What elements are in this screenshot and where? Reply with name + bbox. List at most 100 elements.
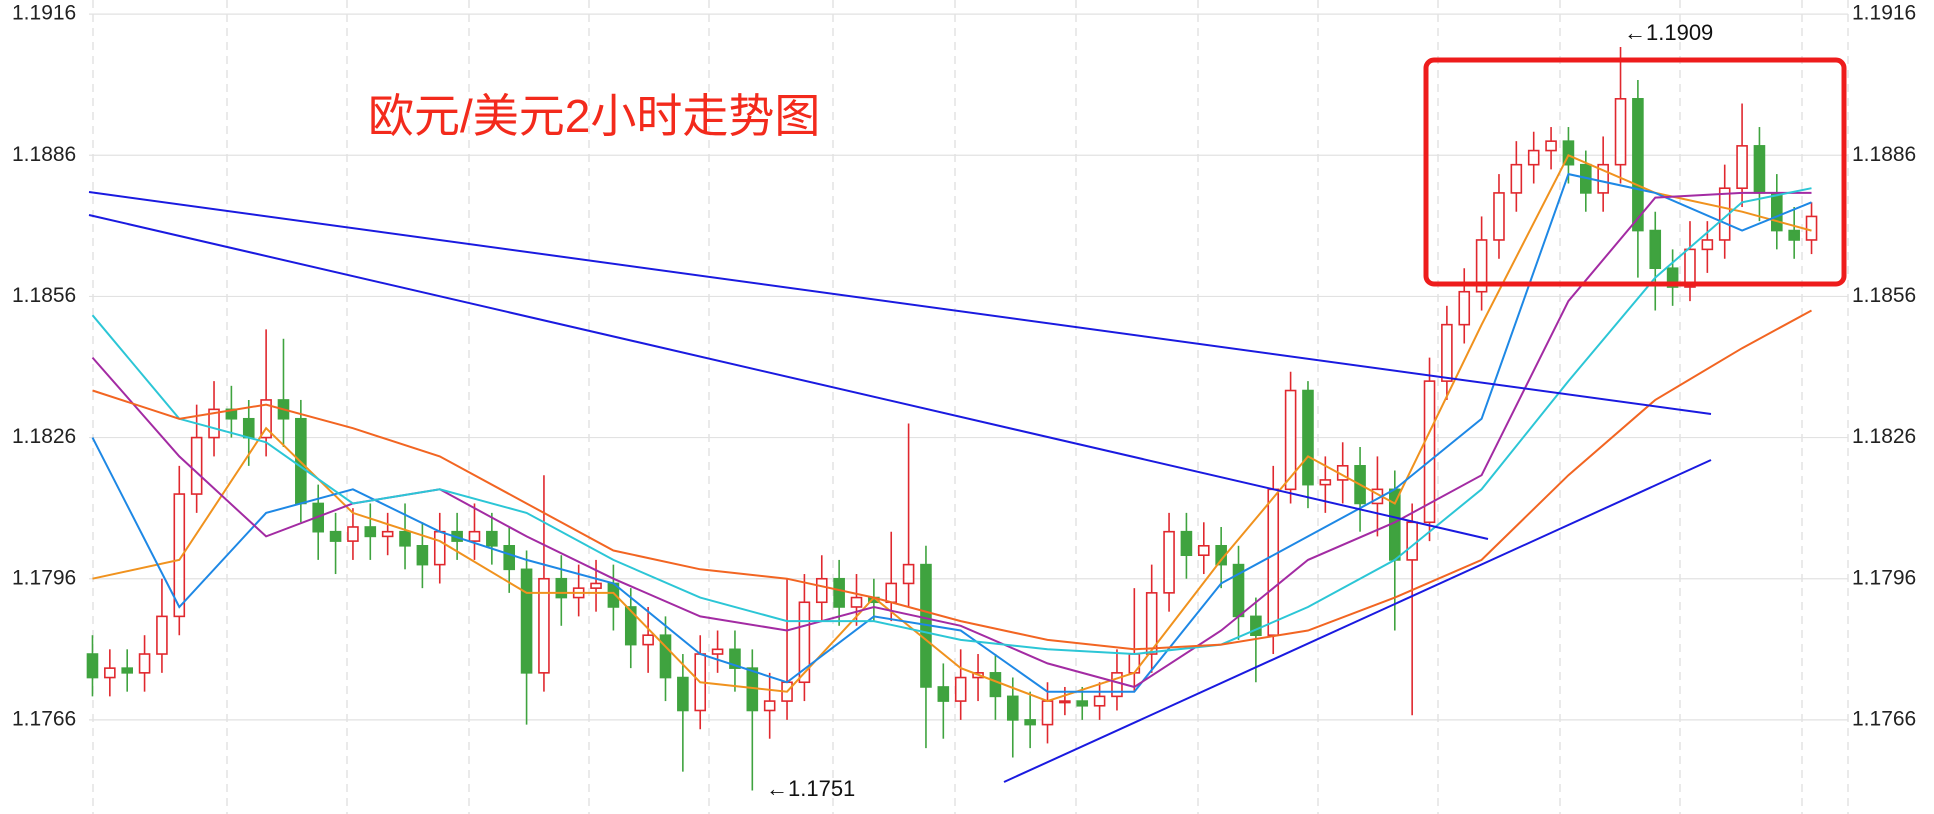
- candle-body: [156, 615, 168, 655]
- candle-body: [520, 568, 533, 674]
- candle-body: [381, 530, 394, 538]
- candle-body: [399, 530, 411, 547]
- ma-line: [92, 309, 1812, 651]
- y-tick-label: 1.1856: [12, 284, 76, 307]
- candle-body: [86, 653, 99, 679]
- highlight-box: [1423, 57, 1847, 287]
- trend-line: [88, 214, 1489, 540]
- candle-body: [729, 648, 741, 669]
- y-tick-label-right: 1.1766: [1852, 707, 1916, 730]
- candle-body: [1562, 140, 1575, 166]
- annotation: ←1.1909: [1624, 20, 1713, 45]
- candle-body: [659, 634, 672, 679]
- trend-line: [88, 191, 1712, 415]
- candle-body: [1423, 380, 1436, 524]
- candle-body: [1076, 700, 1089, 707]
- candle-body: [1493, 192, 1505, 241]
- candle-body: [1771, 192, 1783, 232]
- candle-body: [364, 526, 377, 538]
- candle-body: [1666, 267, 1679, 288]
- candle-body: [190, 436, 203, 495]
- y-tick-label-right: 1.1886: [1852, 143, 1916, 166]
- candle-body: [677, 676, 689, 712]
- candle-body: [1475, 239, 1488, 293]
- candle-body: [1805, 215, 1818, 241]
- ma-line: [92, 154, 1812, 703]
- y-tick-label: 1.1796: [12, 566, 76, 589]
- candles: [86, 47, 1818, 791]
- candle-body: [1284, 389, 1297, 491]
- y-tick-label: 1.1886: [12, 143, 76, 166]
- candle-body: [1701, 239, 1714, 251]
- candle-body: [1180, 530, 1193, 557]
- candle-body: [555, 577, 568, 599]
- y-tick-label: 1.1766: [12, 707, 76, 730]
- candle-body: [1250, 615, 1262, 637]
- candle-body: [885, 582, 898, 604]
- candle-body: [329, 530, 342, 542]
- moving-averages: [91, 154, 1812, 703]
- candle-body: [1527, 149, 1540, 166]
- candle-body: [1753, 145, 1766, 194]
- ma-line: [91, 191, 1812, 689]
- candle-body: [538, 577, 550, 674]
- candle-body: [1684, 248, 1696, 288]
- candle-body: [1302, 389, 1314, 486]
- candle-body: [902, 563, 915, 585]
- y-tick-label: 1.1916: [12, 2, 76, 25]
- candle-body: [104, 667, 116, 679]
- candle-body: [624, 606, 637, 646]
- candle-body: [815, 577, 828, 604]
- y-tick-label-right: 1.1826: [1852, 425, 1916, 448]
- ma-line: [91, 187, 1812, 656]
- candle-body: [1458, 290, 1471, 326]
- candle-body: [833, 577, 845, 608]
- candle-body: [1632, 98, 1644, 232]
- chart-title: 欧元/美元2小时走势图: [368, 90, 820, 142]
- candle-body: [1041, 700, 1054, 726]
- candle-body: [850, 596, 863, 608]
- candle-body: [1788, 229, 1800, 241]
- ma-line: [91, 172, 1812, 693]
- candle-body: [433, 530, 446, 566]
- candle-body: [590, 582, 602, 589]
- candle-body: [1145, 592, 1158, 655]
- candle-body: [416, 545, 429, 566]
- candle-body: [1510, 163, 1523, 194]
- candle-body: [1024, 719, 1036, 726]
- annotation: ←1.1751: [766, 776, 855, 801]
- candle-body: [1406, 521, 1418, 561]
- trend-line: [1003, 459, 1712, 783]
- candle-body: [1649, 229, 1662, 269]
- candle-body: [1093, 695, 1106, 707]
- candle-body: [989, 672, 1002, 698]
- candle-body: [1441, 323, 1453, 382]
- y-tick-label-right: 1.1796: [1852, 566, 1916, 589]
- grid: [89, 13, 1848, 721]
- candle-body: [1597, 163, 1609, 194]
- y-tick-label: 1.1826: [12, 425, 76, 448]
- candle-body: [468, 530, 481, 542]
- candle-body: [1128, 653, 1141, 674]
- candle-body: [1163, 530, 1175, 594]
- y-tick-label-right: 1.1916: [1852, 2, 1916, 25]
- trend-lines: [88, 191, 1712, 783]
- candle-body: [1267, 488, 1280, 637]
- candle-body: [763, 700, 776, 712]
- candle-body: [1059, 700, 1071, 704]
- candle-body: [1545, 140, 1557, 152]
- candle-body: [173, 493, 186, 618]
- candle-body: [121, 667, 134, 674]
- candle-body: [138, 653, 151, 674]
- candle-body: [711, 648, 724, 655]
- candle-body: [798, 601, 811, 684]
- candle-body: [347, 526, 359, 542]
- candle-body: [486, 530, 498, 547]
- y-tick-label-right: 1.1856: [1852, 284, 1916, 307]
- candle-body: [937, 686, 950, 702]
- candle-body: [642, 634, 654, 646]
- candle-body: [954, 676, 967, 702]
- candle-body: [1319, 479, 1332, 486]
